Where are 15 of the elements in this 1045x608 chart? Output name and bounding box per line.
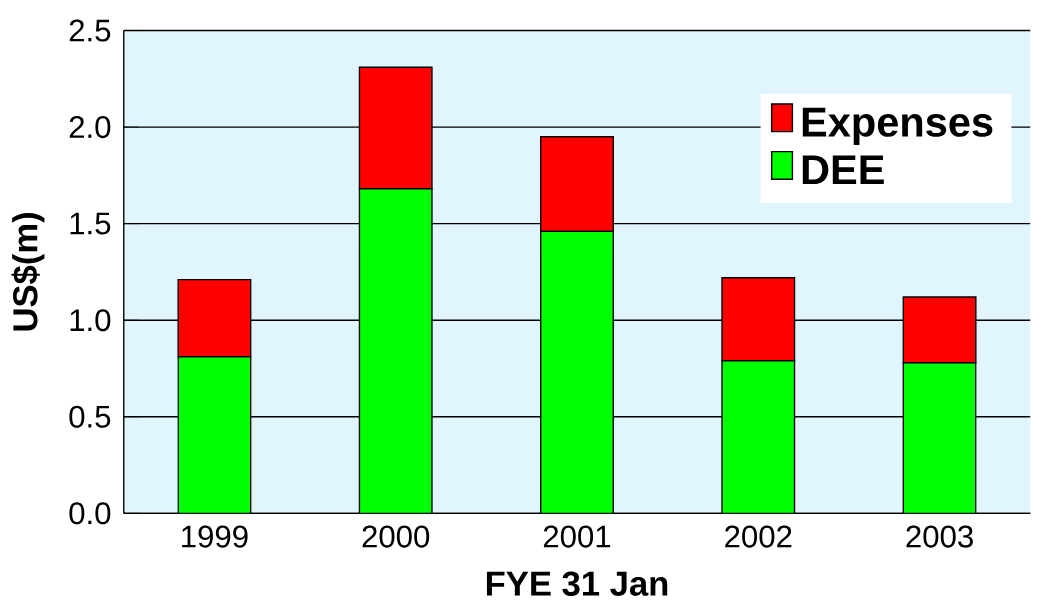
y-tick-label: 0.0 — [69, 502, 111, 525]
y-tick-label: 0.5 — [69, 405, 111, 429]
x-tick-label: 2001 — [543, 525, 611, 548]
legend-label: DEE — [802, 155, 884, 185]
x-tick-label: 2002 — [725, 525, 792, 548]
x-axis-title: FYE 31 Jan — [486, 571, 668, 597]
y-tick-label: 1.5 — [70, 213, 111, 235]
legend-label: Expenses — [802, 108, 993, 146]
y-tick-label: 1.0 — [70, 309, 111, 332]
y-tick-label: 2.5 — [69, 19, 111, 42]
x-tick-label: 2003 — [906, 525, 973, 548]
y-tick-label: 2.0 — [69, 116, 111, 139]
y-axis-title: US$(m) — [11, 213, 45, 331]
x-tick-label: 2000 — [362, 525, 430, 548]
x-tick-label: 1999 — [182, 525, 248, 548]
